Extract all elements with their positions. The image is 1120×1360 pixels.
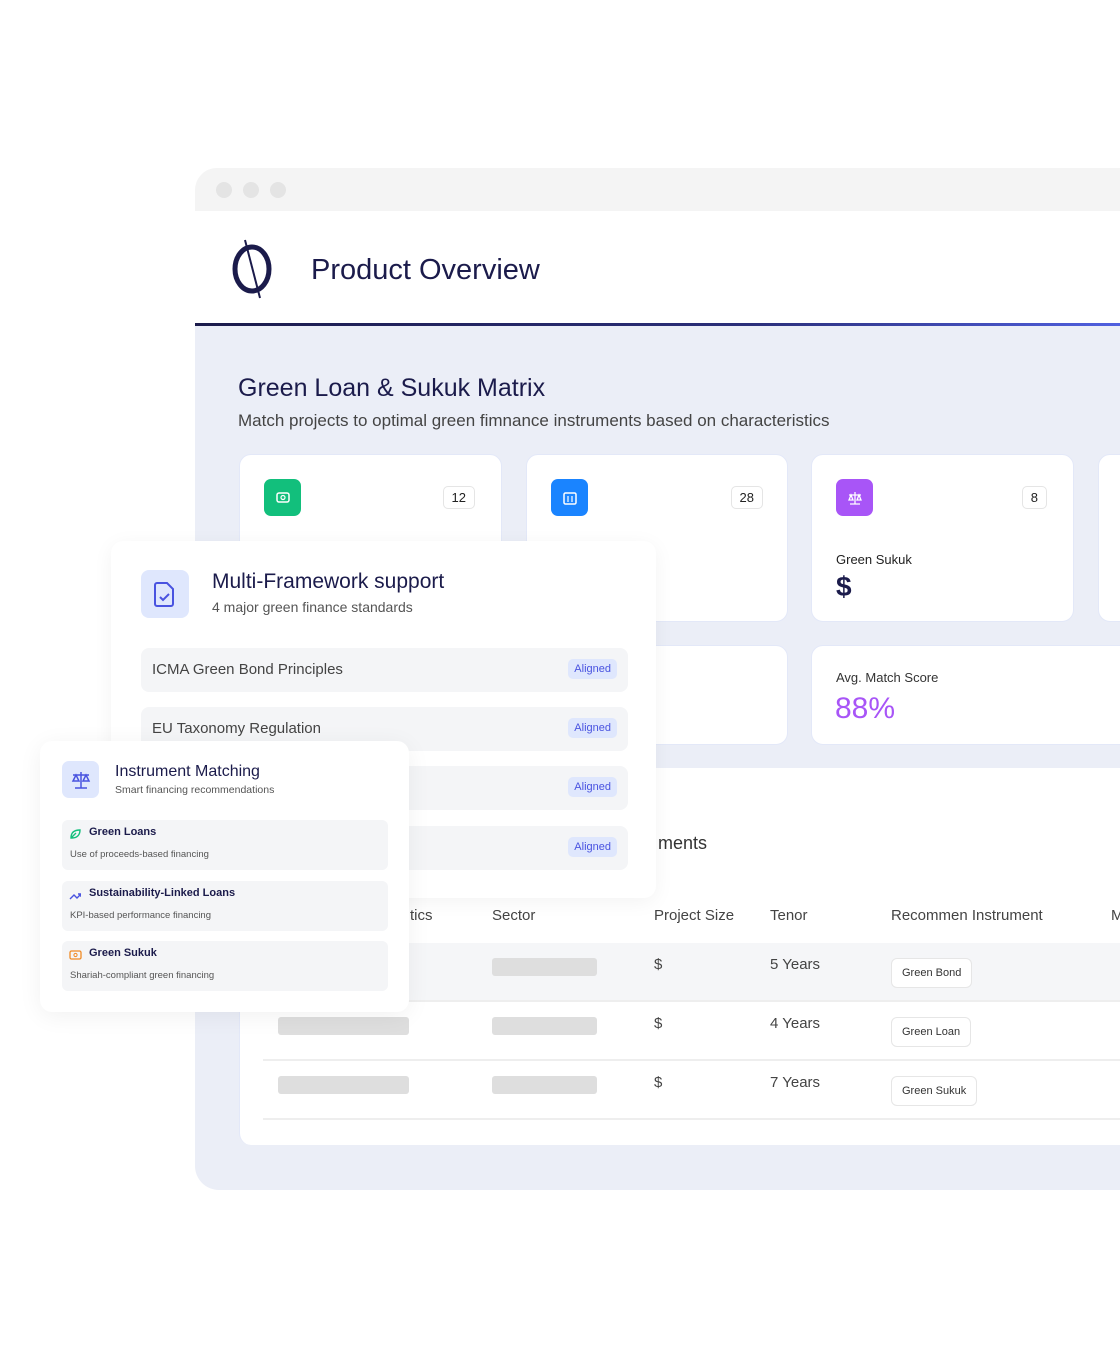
window-dot[interactable] — [216, 182, 232, 198]
column-header-instrument: Recommen Instrument — [891, 907, 1043, 924]
instrument-title: Instrument Matching — [115, 763, 260, 780]
item-description: Shariah-compliant green financing — [70, 970, 215, 981]
framework-title: Multi-Framework support — [212, 570, 445, 593]
matrix-subtitle: Match projects to optimal green fimnance… — [238, 411, 830, 430]
recommendations-title: ments — [658, 833, 708, 853]
instrument-tag: Green Loan — [891, 1017, 972, 1047]
item-description: Use of proceeds-based financing — [70, 849, 209, 860]
instrument-item-green-loans[interactable]: Green Loans Use of proceeds-based financ… — [62, 820, 388, 870]
instrument-item-sustainability-linked-loans[interactable]: Sustainability-Linked Loans KPI-based pe… — [62, 881, 388, 931]
aligned-badge: Aligned — [568, 718, 617, 738]
table-row[interactable] — [263, 1061, 1120, 1120]
framework-label: EU Taxonomy Regulation — [152, 720, 321, 737]
instrument-subtitle: Smart financing recommendations — [115, 784, 275, 796]
avg-match-card: Avg. Match Score 88% — [811, 645, 1120, 745]
aligned-badge: Aligned — [568, 837, 617, 857]
tenor: 7 Years — [770, 1074, 821, 1091]
placeholder-bar — [278, 1017, 409, 1035]
money-icon — [264, 479, 301, 516]
project-size: $ — [654, 956, 663, 973]
logo-icon — [232, 239, 272, 299]
item-title: Green Loans — [89, 826, 157, 838]
aligned-badge: Aligned — [568, 659, 617, 679]
count-badge: 12 — [442, 486, 475, 509]
project-size: $ — [654, 1074, 663, 1091]
header-divider — [195, 323, 1120, 326]
avg-match-value: 88% — [835, 692, 896, 725]
project-size: $ — [654, 1015, 663, 1032]
instrument-item-green-sukuk[interactable]: Green Sukuk Shariah-compliant green fina… — [62, 941, 388, 991]
framework-label: ICMA Green Bond Principles — [152, 661, 343, 678]
stat-value: $ — [836, 571, 852, 602]
leaf-icon — [70, 829, 81, 839]
item-title: Green Sukuk — [89, 947, 157, 959]
window-dot[interactable] — [243, 182, 259, 198]
avg-match-label: Avg. Match Score — [836, 670, 939, 685]
column-header: M — [1111, 907, 1120, 924]
scale-icon — [836, 479, 873, 516]
window-titlebar — [195, 168, 1120, 211]
tenor: 4 Years — [770, 1015, 821, 1032]
column-header-tenor: Tenor — [770, 907, 808, 924]
instrument-tag: Green Bond — [891, 958, 973, 988]
tenor: 5 Years — [770, 956, 821, 973]
count-badge: 28 — [730, 486, 763, 509]
cash-icon — [69, 950, 82, 960]
placeholder-bar — [492, 1076, 597, 1094]
column-header-sector: Sector — [492, 907, 536, 924]
count-badge: 8 — [1021, 486, 1047, 509]
window-dot[interactable] — [270, 182, 286, 198]
item-title: Sustainability-Linked Loans — [89, 887, 236, 899]
trend-up-icon — [69, 893, 81, 900]
stat-label: Green Sukuk — [836, 552, 912, 567]
document-check-icon — [141, 570, 189, 618]
instrument-tag: Green Sukuk — [891, 1076, 978, 1106]
placeholder-bar — [492, 1017, 597, 1035]
aligned-badge: Aligned — [568, 777, 617, 797]
scale-icon — [62, 761, 99, 798]
placeholder-bar — [278, 1076, 409, 1094]
placeholder-bar — [492, 958, 597, 976]
table-row[interactable] — [263, 1002, 1120, 1061]
building-icon — [551, 479, 588, 516]
item-description: KPI-based performance financing — [70, 910, 211, 921]
column-header-project-size: Project Size — [654, 907, 735, 924]
stat-card[interactable] — [1098, 454, 1120, 622]
column-header: tics — [410, 907, 433, 924]
matrix-title: Green Loan & Sukuk Matrix — [238, 374, 546, 402]
stat-card-green-sukuk[interactable]: 8 Green Sukuk $ — [811, 454, 1074, 622]
app-header — [195, 211, 1120, 323]
page-title: Product Overview — [311, 254, 540, 286]
framework-subtitle: 4 major green finance standards — [212, 599, 413, 615]
framework-item[interactable]: ICMA Green Bond Principles Aligned — [141, 648, 628, 692]
